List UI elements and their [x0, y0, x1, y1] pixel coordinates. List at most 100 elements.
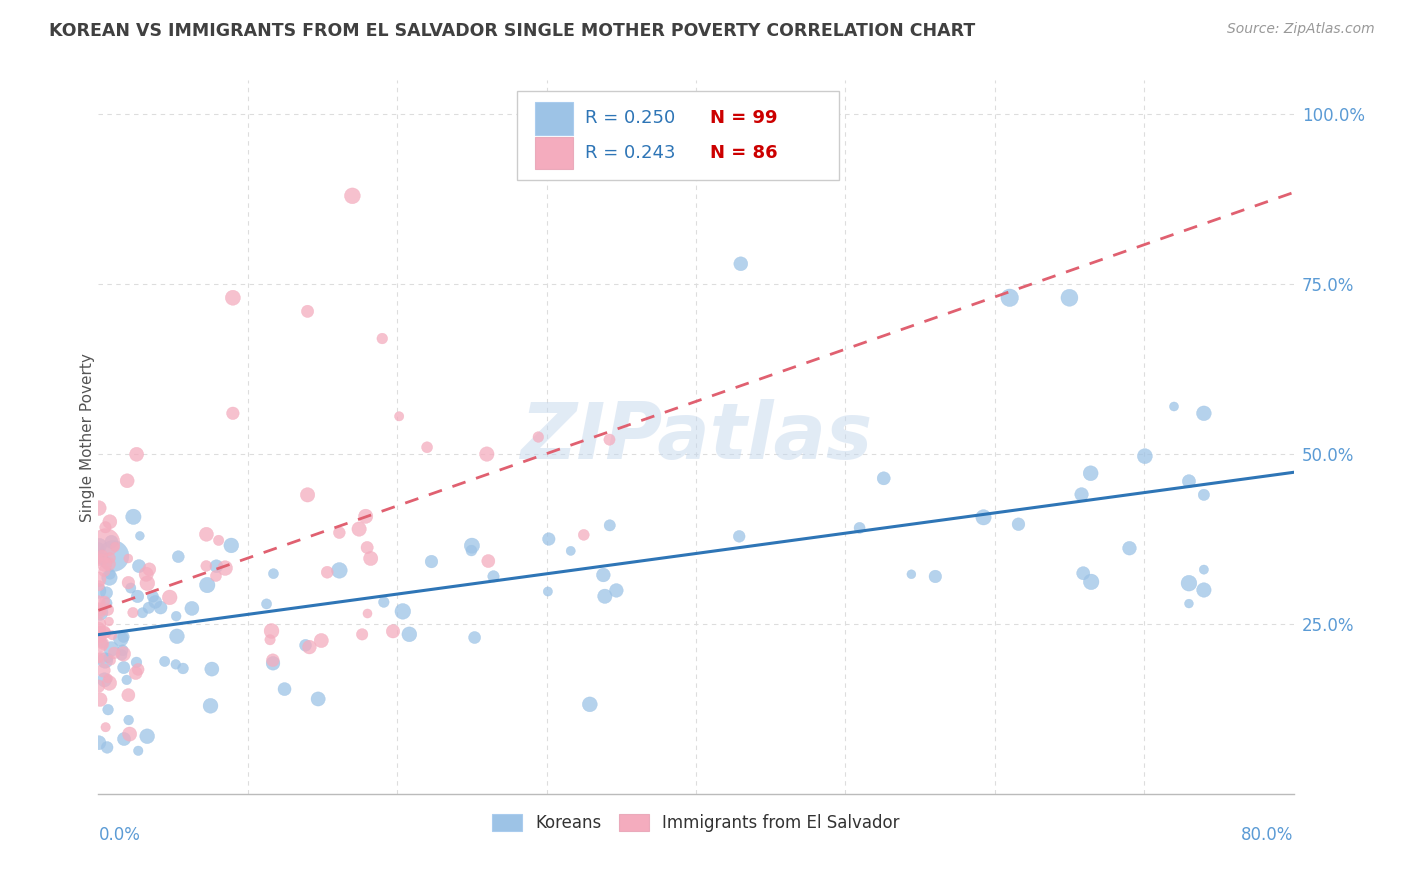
Point — [416, 440, 439, 454]
Point — [195, 578, 218, 592]
Point — [1163, 400, 1185, 414]
Point — [560, 544, 582, 558]
Point — [1059, 291, 1081, 305]
Text: 0.0%: 0.0% — [98, 826, 141, 844]
Point — [90, 553, 112, 567]
Point — [1178, 576, 1201, 591]
Point — [87, 501, 110, 516]
Point — [91, 636, 114, 650]
Point — [537, 584, 560, 599]
Point — [98, 676, 121, 690]
Point — [96, 596, 118, 610]
Point — [101, 628, 124, 642]
Point — [598, 433, 620, 447]
Point — [94, 520, 117, 534]
Point — [297, 488, 319, 502]
Point — [307, 692, 329, 706]
Point — [138, 600, 160, 615]
Point — [398, 627, 420, 641]
Point — [1133, 449, 1156, 463]
Point — [973, 510, 995, 524]
Point — [165, 657, 187, 672]
Point — [115, 474, 138, 488]
Point — [97, 651, 120, 665]
Point — [311, 633, 333, 648]
Point — [391, 604, 413, 618]
Point — [136, 729, 159, 743]
Text: R = 0.250: R = 0.250 — [585, 109, 675, 127]
Point — [118, 713, 141, 727]
Point — [214, 561, 236, 575]
Text: Source: ZipAtlas.com: Source: ZipAtlas.com — [1227, 22, 1375, 37]
Point — [93, 594, 115, 608]
Point — [1178, 597, 1201, 611]
Point — [153, 655, 176, 669]
Point — [1071, 566, 1094, 581]
Point — [87, 604, 110, 618]
Point — [96, 740, 118, 755]
Text: R = 0.243: R = 0.243 — [585, 145, 675, 162]
Point — [195, 558, 218, 573]
Point — [112, 731, 135, 746]
Point — [87, 627, 110, 641]
Point — [297, 304, 319, 318]
Point — [260, 624, 283, 638]
Point — [256, 597, 278, 611]
Point — [89, 606, 111, 620]
Point — [103, 549, 125, 563]
Point — [100, 653, 122, 667]
Point — [1192, 488, 1215, 502]
Point — [605, 583, 627, 598]
FancyBboxPatch shape — [534, 136, 572, 169]
Point — [219, 538, 242, 552]
Point — [91, 551, 114, 566]
Point — [112, 647, 135, 661]
Point — [89, 617, 111, 632]
Point — [143, 595, 166, 609]
Point — [347, 522, 370, 536]
Point — [97, 557, 120, 571]
Point — [94, 535, 117, 549]
Point — [90, 638, 112, 652]
Point — [128, 529, 150, 543]
Point — [90, 650, 112, 665]
Point — [138, 562, 160, 576]
Point — [924, 569, 946, 583]
Text: KOREAN VS IMMIGRANTS FROM EL SALVADOR SINGLE MOTHER POVERTY CORRELATION CHART: KOREAN VS IMMIGRANTS FROM EL SALVADOR SI… — [49, 22, 976, 40]
Point — [537, 532, 560, 546]
Point — [104, 540, 127, 554]
Point — [118, 727, 141, 741]
Point — [87, 572, 110, 586]
Point — [599, 518, 621, 533]
Point — [373, 595, 395, 609]
Point — [464, 631, 486, 645]
Point — [91, 549, 114, 563]
Point — [128, 559, 150, 574]
Point — [201, 662, 224, 676]
Point — [316, 566, 339, 580]
Point — [461, 539, 484, 553]
Point — [172, 661, 194, 675]
Point — [111, 648, 134, 662]
Point — [354, 509, 377, 524]
Point — [120, 581, 142, 595]
Point — [93, 673, 115, 687]
Point — [87, 622, 110, 636]
Point — [420, 555, 443, 569]
Point — [103, 646, 125, 660]
Point — [127, 744, 149, 758]
Point — [165, 609, 187, 624]
Point — [112, 630, 135, 644]
Point — [262, 566, 284, 581]
Point — [900, 567, 922, 582]
Point — [142, 590, 165, 604]
Point — [167, 549, 190, 564]
Point — [1192, 563, 1215, 577]
Point — [93, 558, 115, 572]
Point — [328, 525, 350, 540]
Point — [273, 682, 295, 697]
Point — [159, 591, 181, 605]
Point — [98, 571, 121, 585]
Point — [848, 521, 870, 535]
Point — [180, 601, 202, 615]
